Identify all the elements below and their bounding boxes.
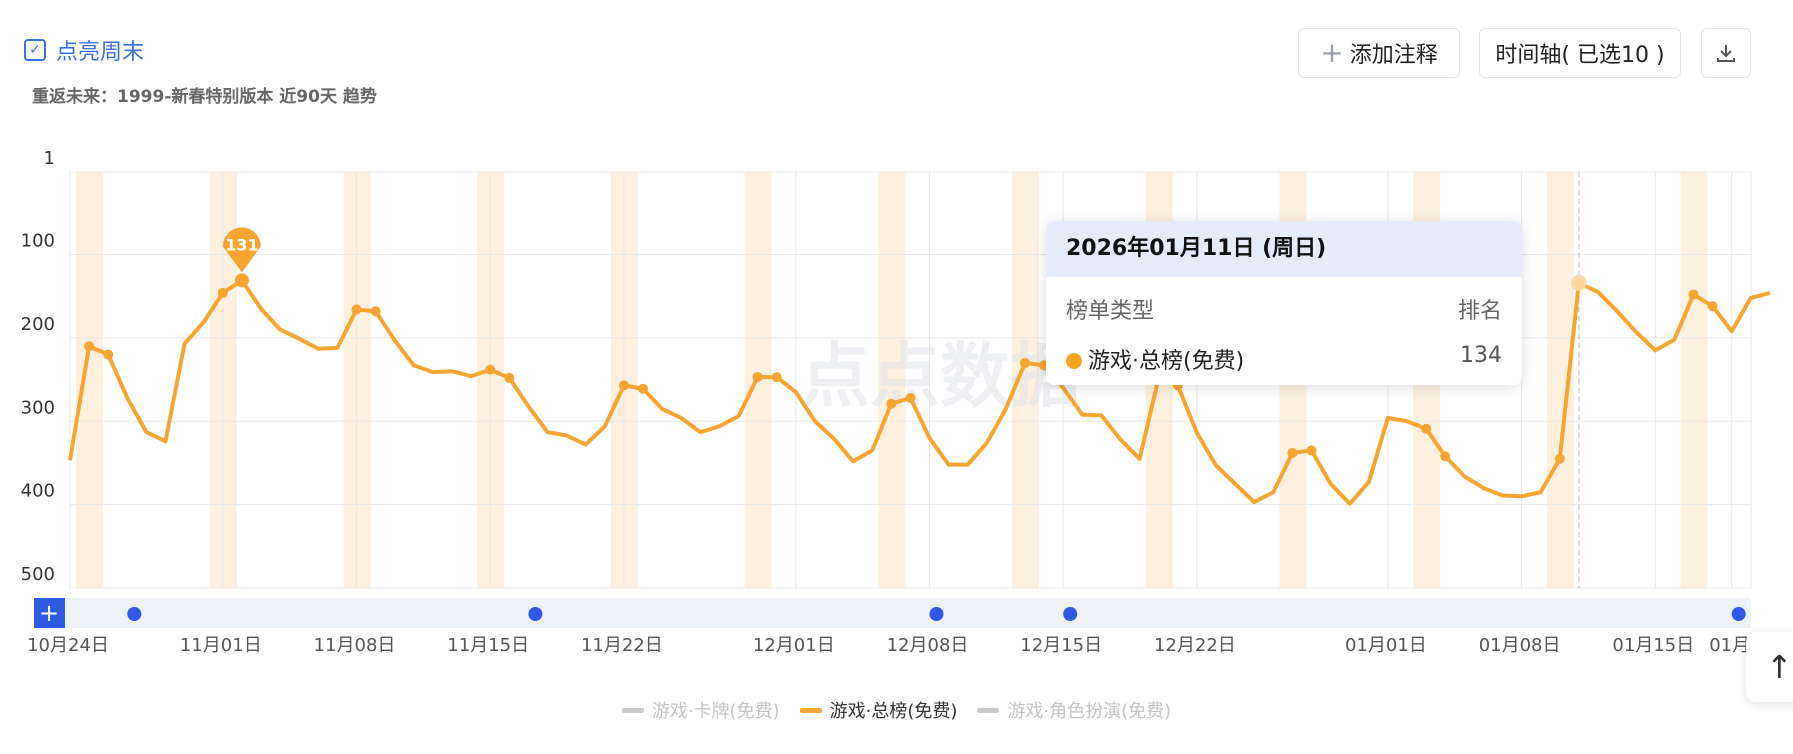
- y-tick-label: 1: [44, 148, 55, 169]
- y-tick-label: 100: [21, 231, 55, 252]
- y-tick-label: 300: [21, 397, 55, 418]
- scroll-top-button[interactable]: ↑: [1746, 632, 1793, 702]
- timeline-bar: +: [34, 598, 1751, 628]
- weekend-toggle-label: 点亮周末: [56, 40, 145, 65]
- x-tick-label: 10月24日: [27, 635, 109, 656]
- weekend-toggle[interactable]: ✓ 点亮周末: [24, 34, 144, 66]
- legend-swatch: [799, 707, 822, 713]
- highlight-point: [1570, 274, 1587, 291]
- x-tick-label: 01月: [1709, 635, 1750, 656]
- y-axis: 1 100 200 300 400 500: [21, 148, 55, 585]
- chart-legend: 游戏·卡牌(免费) 游戏·总榜(免费) 游戏·角色扮演(免费): [0, 697, 1793, 723]
- data-point: [638, 383, 648, 394]
- arrow-up-icon: ↑: [1766, 648, 1793, 686]
- download-button[interactable]: [1701, 28, 1751, 78]
- x-axis: 10月24日 11月01日 11月08日 11月15日 11月22日 12月01日 12月0…: [27, 635, 1750, 656]
- data-point: [1707, 301, 1718, 312]
- data-point: [1306, 445, 1317, 456]
- x-tick-label: 12月01日: [753, 635, 835, 656]
- timeline-label: 时间轴( 已选10 ): [1495, 43, 1665, 68]
- timeline-plus-icon: +: [39, 599, 59, 627]
- add-note-button[interactable]: + 添加注释: [1298, 28, 1460, 78]
- y-tick-label: 400: [21, 481, 55, 502]
- data-point: [886, 398, 897, 409]
- peak-label: 131: [225, 235, 258, 254]
- chart-subtitle: 重返未来：1999-新春特别版本 近90天 趋势: [32, 87, 377, 107]
- legend-item[interactable]: 游戏·总榜(免费): [799, 697, 958, 723]
- legend-swatch: [621, 707, 644, 713]
- x-tick-label: 01月08日: [1479, 635, 1561, 656]
- timeline-button[interactable]: 时间轴( 已选10 ): [1479, 28, 1681, 78]
- event-marker: [1063, 607, 1078, 621]
- download-icon: [1717, 45, 1735, 62]
- legend-label: 游戏·角色扮演(免费): [1007, 701, 1172, 722]
- data-point: [103, 349, 114, 360]
- legend-item[interactable]: 游戏·角色扮演(免费): [977, 697, 1171, 723]
- series-dot-icon: [1066, 353, 1082, 369]
- peak-point: [234, 273, 249, 288]
- tooltip-col-type: 榜单类型: [1066, 299, 1155, 324]
- data-point: [217, 287, 228, 298]
- data-point: [370, 306, 381, 317]
- timeline-track: [34, 598, 1751, 628]
- tooltip-rank: 134: [1460, 343, 1502, 368]
- data-point: [351, 304, 362, 315]
- data-point: [752, 372, 763, 383]
- data-point: [485, 364, 496, 375]
- data-point: [1688, 289, 1699, 300]
- weekend-band: [76, 172, 104, 588]
- event-marker: [1731, 607, 1746, 621]
- data-point: [504, 372, 515, 383]
- tooltip-series: 游戏·总榜(免费): [1088, 349, 1245, 374]
- tooltip-col-rank: 排名: [1457, 299, 1502, 324]
- x-tick-label: 12月15日: [1020, 635, 1102, 656]
- timeline-add-button: [34, 598, 65, 628]
- x-tick-label: 11月08日: [314, 635, 396, 656]
- add-note-label: 添加注释: [1349, 43, 1438, 68]
- legend-label: 游戏·总榜(免费): [829, 701, 958, 722]
- x-tick-label: 01月01日: [1345, 635, 1427, 656]
- data-point: [771, 372, 782, 383]
- data-point: [905, 392, 916, 403]
- data-point: [1440, 451, 1451, 462]
- y-tick-label: 500: [21, 564, 55, 585]
- x-tick-label: 12月22日: [1154, 635, 1236, 656]
- plus-icon: +: [1320, 36, 1344, 69]
- data-point: [1421, 423, 1432, 434]
- event-marker: [528, 607, 543, 621]
- check-icon[interactable]: ✓: [24, 39, 46, 61]
- legend-label: 游戏·卡牌(免费): [651, 701, 780, 722]
- legend-item[interactable]: 游戏·卡牌(免费): [621, 697, 780, 723]
- weekend-band: [1680, 172, 1708, 588]
- x-tick-label: 01月15日: [1612, 635, 1694, 656]
- event-marker: [127, 607, 142, 621]
- chart-tooltip: 2026年01月11日 (周日) 榜单类型 排名 游戏·总榜(免费) 134: [1046, 221, 1522, 385]
- weekend-band: [878, 172, 906, 588]
- series-line: [68, 278, 1771, 506]
- x-tick-label: 11月22日: [581, 635, 663, 656]
- data-point: [618, 380, 629, 391]
- peak-pin-icon: [222, 227, 261, 273]
- x-tick-label: 11月01日: [180, 635, 262, 656]
- legend-swatch: [977, 707, 1000, 713]
- data-point: [84, 341, 95, 352]
- data-point: [1020, 357, 1030, 368]
- x-tick-label: 11月15日: [447, 635, 529, 656]
- event-marker: [929, 607, 944, 621]
- watermark: 点点数据: [800, 335, 1080, 417]
- tooltip-date: 2026年01月11日 (周日): [1046, 221, 1522, 277]
- data-point: [1287, 447, 1298, 458]
- data-point: [1554, 453, 1565, 464]
- y-tick-label: 200: [21, 314, 55, 335]
- x-tick-label: 12月08日: [887, 635, 969, 656]
